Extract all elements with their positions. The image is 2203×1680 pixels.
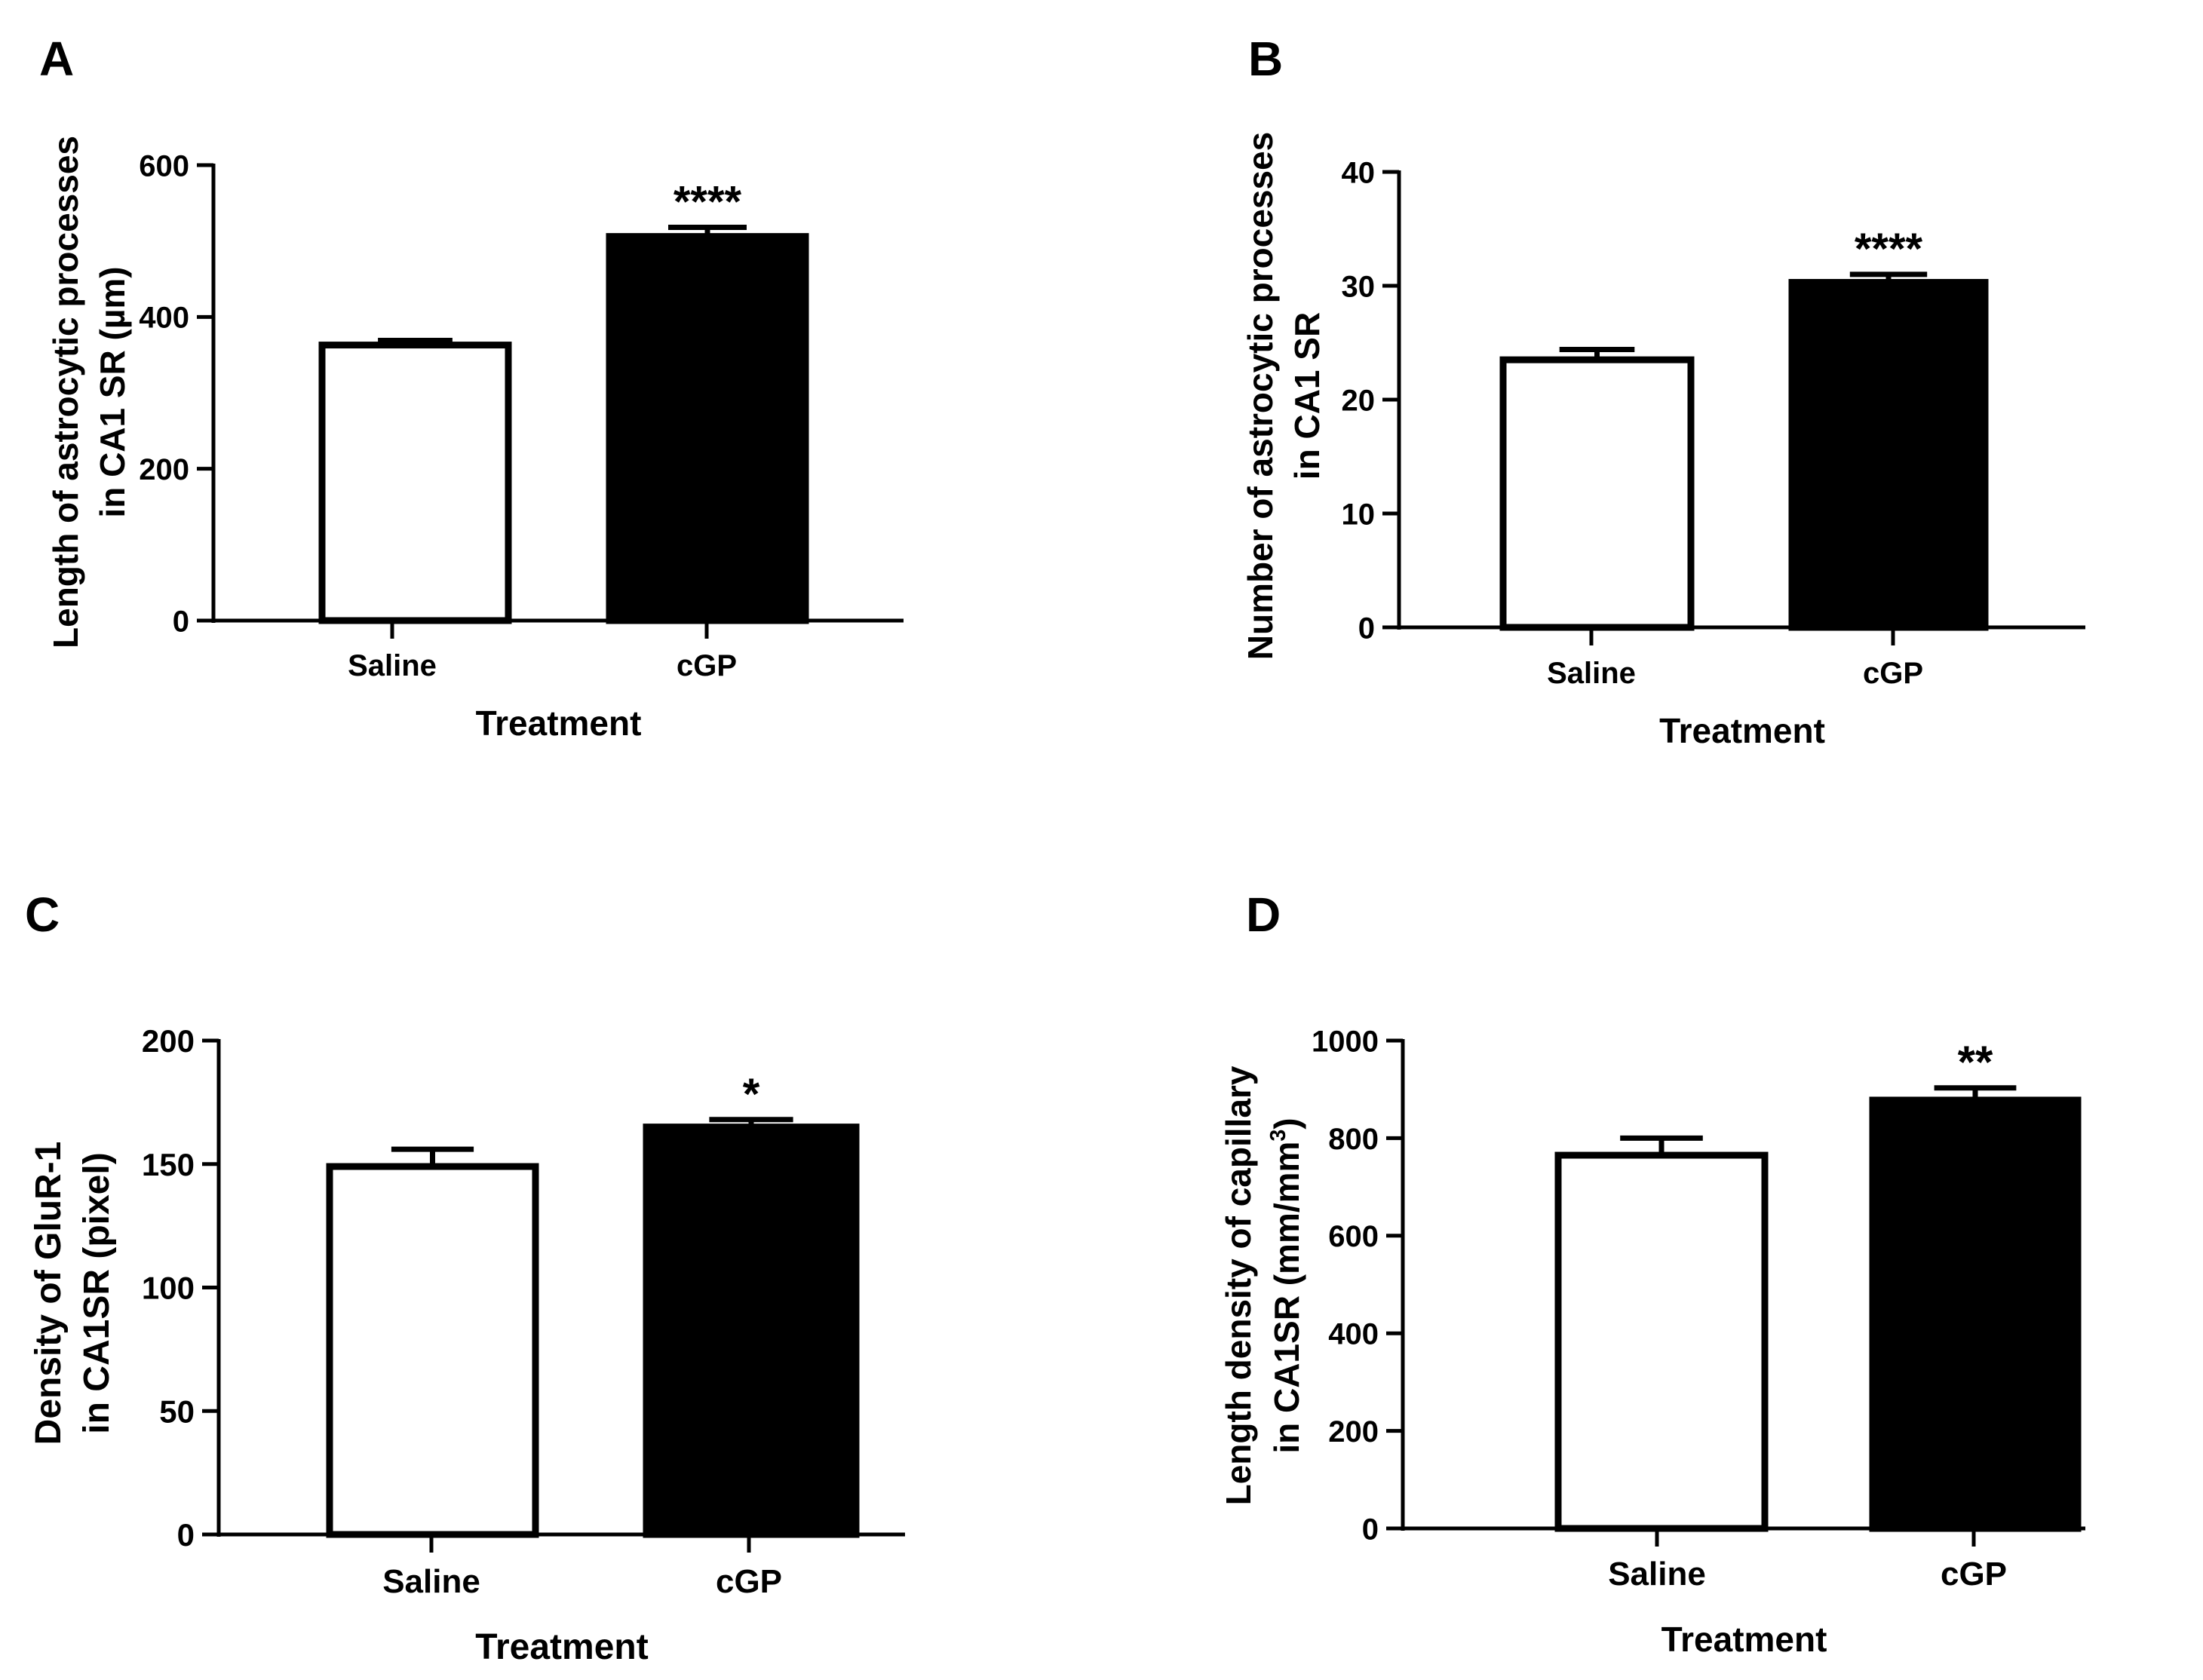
y-axis-label-line-1: Density of GluR-1: [29, 1142, 69, 1445]
y-axis-label-superscript: 3: [1266, 1130, 1290, 1142]
x-tick-label: cGP: [1863, 657, 1923, 690]
y-tick-label: 0: [177, 1517, 195, 1553]
y-tick-label: 150: [142, 1147, 195, 1182]
x-tick-label: cGP: [716, 1563, 782, 1600]
x-tick-label: Saline: [382, 1563, 480, 1600]
panel-c: C * 0 50 100 150 200 Saline cGP Treatment Density …: [25, 888, 905, 1667]
x-tick-label: Saline: [348, 649, 437, 682]
y-axis-label-line-1: Number of astrocytic processes: [1241, 132, 1280, 661]
x-tick-label: cGP: [1941, 1556, 2007, 1593]
bar-saline: [326, 1163, 539, 1538]
y-axis-label: Length density of capillary in CA1SR (mm/…: [1219, 1065, 1306, 1505]
y-tick-label: 600: [139, 149, 189, 182]
y-tick-label: 0: [1358, 612, 1375, 645]
panel-letter: C: [25, 888, 60, 942]
x-axis-label: Treatment: [475, 1627, 648, 1667]
x-tick-label: cGP: [677, 649, 737, 682]
panel-d: D ** 0 200 400 600 800 1000 Saline cGP Treatment Le…: [1219, 888, 2085, 1659]
panel-letter: B: [1248, 32, 1283, 86]
y-tick-label: 400: [1328, 1318, 1379, 1351]
y-tick-label: 0: [1362, 1513, 1379, 1546]
panel-b: B **** 0 10 20 30 40 Saline cGP Treatment Number o…: [1241, 32, 2085, 750]
y-axis-label: Density of GluR-1 in CA1SR (pixel): [29, 1142, 117, 1445]
significance-label: *: [743, 1070, 760, 1119]
y-axis-label-line-1: Length density of capillary: [1219, 1065, 1258, 1505]
y-axis-label-line-2: in CA1SR (pixel): [77, 1152, 117, 1433]
x-tick-label: Saline: [1547, 657, 1636, 690]
y-axis-label-text: in CA1SR (mm/mm: [1267, 1142, 1306, 1454]
significance-label: ****: [673, 178, 742, 227]
bar-saline: [1554, 1151, 1769, 1532]
y-axis-label: Length of astrocytic processes in CA1 SR …: [46, 136, 132, 648]
x-axis-label: Treatment: [1661, 1620, 1827, 1659]
significance-label: ****: [1855, 225, 1923, 274]
bar-saline: [318, 342, 512, 624]
y-axis-label: Number of astrocytic processes in CA1 SR: [1241, 132, 1327, 661]
panel-letter: D: [1246, 888, 1281, 942]
y-tick-label: 200: [1328, 1415, 1379, 1449]
y-axis-label-line-2: in CA1SR (mm/mm3): [1266, 1117, 1306, 1453]
y-tick-label: 30: [1342, 270, 1376, 303]
significance-label: **: [1958, 1037, 1993, 1087]
bar-cgp: [643, 1124, 860, 1538]
y-tick-label: 50: [159, 1393, 195, 1429]
y-axis-label-line-2: in CA1 SR (µm): [93, 266, 132, 517]
y-axis-label-line-1: Length of astrocytic processes: [46, 136, 85, 648]
y-tick-label: 200: [142, 1023, 195, 1059]
y-tick-label: 600: [1328, 1220, 1379, 1253]
panel-a: A **** 0 200 400 600 Saline cGP Treatment Length …: [39, 32, 904, 743]
y-tick-label: 800: [1328, 1123, 1379, 1156]
x-axis-label: Treatment: [476, 704, 642, 743]
x-tick-label: Saline: [1608, 1556, 1706, 1593]
y-tick-label: 400: [139, 302, 189, 335]
y-axis-label-line-2: in CA1 SR: [1287, 312, 1327, 480]
bar-cgp: [606, 233, 809, 624]
y-tick-label: 200: [139, 453, 189, 486]
bar-cgp: [1869, 1096, 2082, 1532]
y-tick-label: 1000: [1312, 1025, 1379, 1058]
y-tick-label: 0: [173, 605, 189, 638]
y-tick-label: 40: [1342, 156, 1376, 189]
bar-saline: [1499, 356, 1695, 631]
panel-letter: A: [39, 32, 74, 86]
y-tick-label: 100: [142, 1271, 195, 1306]
y-axis-label-text: ): [1267, 1117, 1306, 1129]
y-tick-label: 10: [1342, 498, 1376, 531]
bar-cgp: [1788, 278, 1989, 631]
x-axis-label: Treatment: [1659, 711, 1825, 750]
y-tick-label: 20: [1342, 384, 1376, 417]
